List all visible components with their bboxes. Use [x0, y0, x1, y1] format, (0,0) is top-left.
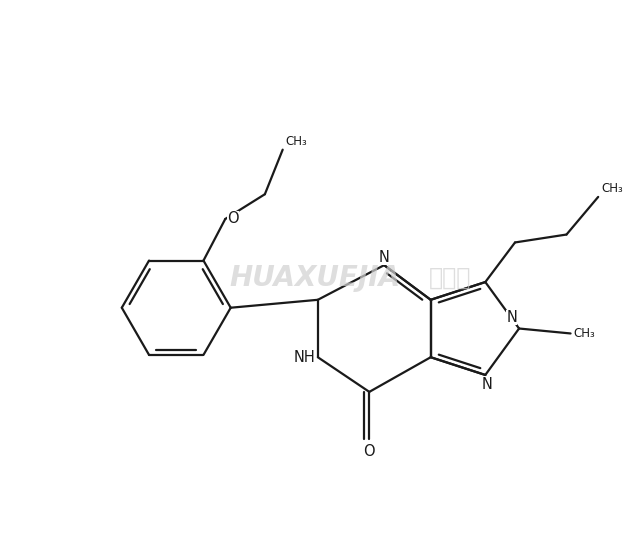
Text: NH: NH: [294, 350, 316, 365]
Text: HUAXUEJIA: HUAXUEJIA: [229, 264, 401, 292]
Text: CH₃: CH₃: [573, 327, 595, 340]
Text: O: O: [364, 444, 375, 459]
Text: CH₃: CH₃: [601, 182, 623, 195]
Text: 化学加: 化学加: [429, 266, 471, 290]
Text: N: N: [482, 377, 493, 392]
Text: O: O: [227, 212, 239, 226]
Text: CH₃: CH₃: [285, 135, 307, 148]
Text: N: N: [507, 310, 517, 325]
Text: N: N: [379, 250, 389, 265]
